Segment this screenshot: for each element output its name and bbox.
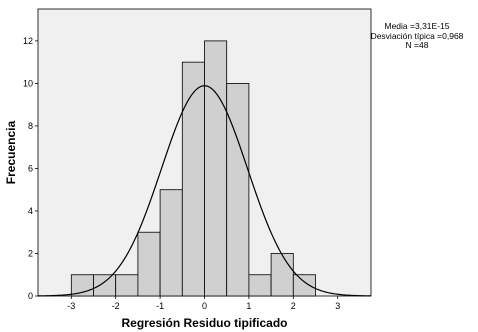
histogram-bar — [248, 274, 272, 297]
x-tick-label: 3 — [335, 301, 340, 311]
stats-box: Media =3,31E-15 Desviación típica =0,968… — [362, 21, 472, 51]
histogram-bar — [159, 189, 183, 297]
histogram-bar — [226, 83, 250, 297]
stats-n: N =48 — [405, 40, 429, 50]
histogram-bar — [137, 231, 161, 297]
histogram-bar — [181, 61, 205, 297]
x-axis: -3 -2 -1 0 1 2 3 — [67, 296, 340, 311]
x-tick-label: 1 — [246, 301, 251, 311]
stats-sd: Desviación típica =0,968 — [370, 30, 464, 41]
y-axis: 0 2 4 6 8 10 12 — [23, 36, 38, 301]
histogram-bar — [292, 274, 316, 297]
y-tick-label: 10 — [23, 78, 33, 88]
histogram-bar — [270, 253, 294, 297]
y-axis-label: Frecuencia — [4, 120, 18, 184]
y-tick-label: 4 — [28, 206, 33, 216]
y-tick-label: 8 — [28, 121, 33, 131]
histogram-bar — [115, 274, 139, 297]
y-tick-label: 2 — [28, 248, 33, 258]
y-tick-label: 12 — [23, 36, 33, 46]
normal-curve — [37, 85, 372, 297]
x-tick-label: -3 — [67, 301, 75, 311]
stats-mean: Media =3,31E-15 — [384, 21, 450, 31]
y-tick-label: 0 — [28, 291, 33, 301]
x-tick-label: 0 — [202, 301, 207, 311]
histogram-bar — [204, 40, 228, 297]
x-tick-label: 2 — [291, 301, 296, 311]
histogram-bar — [93, 274, 117, 297]
y-tick-label: 6 — [28, 163, 33, 173]
x-tick-label: -1 — [156, 301, 164, 311]
histogram-bars — [70, 40, 316, 297]
x-axis-label: Regresión Residuo tipificado — [121, 316, 287, 330]
x-tick-label: -2 — [112, 301, 120, 311]
